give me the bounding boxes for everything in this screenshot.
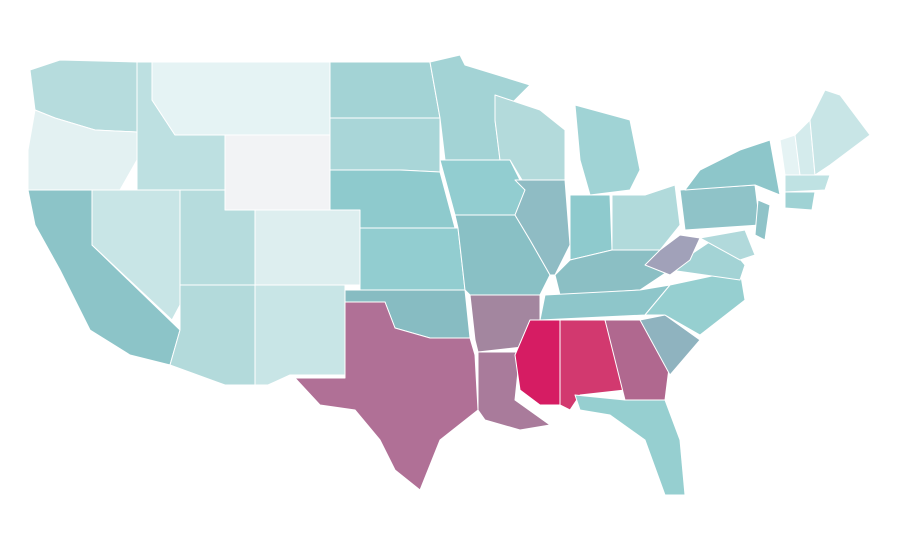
state-region [569,194,613,261]
state-region [359,227,466,291]
state-region [754,199,771,241]
state-region [294,301,479,491]
state-region [784,191,816,211]
state-region [639,314,701,376]
state-region [151,61,331,136]
state-region [169,284,256,386]
state-region [329,61,441,119]
state-region [699,229,756,261]
state-region [784,174,831,193]
state-region [514,179,571,276]
state-region [644,269,746,336]
state-region [679,184,761,231]
state-region [574,394,686,496]
state-region [439,159,526,216]
state-region [809,89,871,176]
state-region [611,184,681,251]
state-region [574,104,641,196]
state-region [224,134,331,211]
state-region [329,117,441,173]
state-region [684,139,781,196]
state-region [254,209,361,286]
state-region [254,284,346,386]
